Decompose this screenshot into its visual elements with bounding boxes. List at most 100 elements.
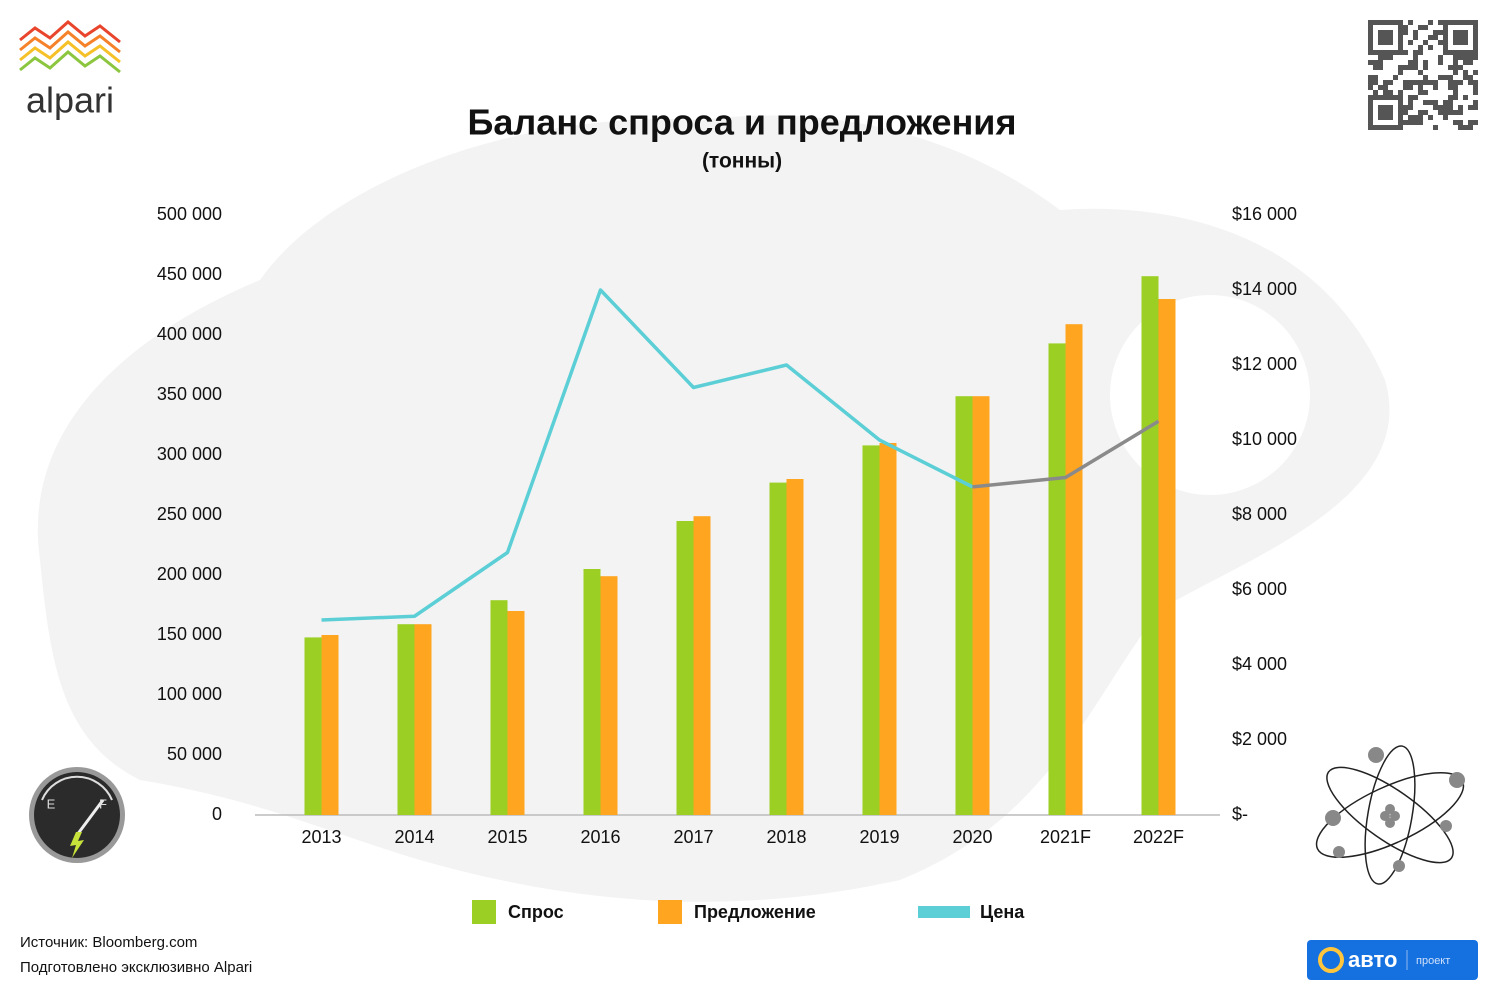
qr-cell bbox=[1453, 110, 1458, 115]
qr-cell bbox=[1413, 55, 1418, 60]
qr-cell bbox=[1453, 95, 1458, 100]
qr-cell bbox=[1423, 75, 1428, 80]
qr-cell bbox=[1453, 60, 1458, 65]
qr-cell bbox=[1448, 95, 1453, 100]
y-tick-label: 200 000 bbox=[157, 564, 222, 584]
gauge-empty: E bbox=[47, 796, 56, 811]
qr-finder bbox=[1378, 105, 1393, 120]
y-tick-label: 250 000 bbox=[157, 504, 222, 524]
bar bbox=[583, 569, 601, 815]
bar bbox=[1158, 299, 1176, 815]
qr-cell bbox=[1438, 110, 1443, 115]
qr-cell bbox=[1413, 35, 1418, 40]
bar bbox=[321, 635, 339, 815]
qr-cell bbox=[1403, 25, 1408, 30]
qr-cell bbox=[1418, 90, 1423, 95]
qr-cell bbox=[1428, 80, 1433, 85]
qr-cell bbox=[1428, 20, 1433, 25]
qr-cell bbox=[1448, 75, 1453, 80]
qr-cell bbox=[1383, 55, 1388, 60]
qr-cell bbox=[1383, 80, 1388, 85]
chart-subtitle: (тонны) bbox=[702, 150, 782, 173]
qr-cell bbox=[1433, 100, 1438, 105]
qr-cell bbox=[1398, 90, 1403, 95]
qr-cell bbox=[1438, 55, 1443, 60]
legend-swatch bbox=[658, 900, 682, 924]
x-tick-label: 2014 bbox=[394, 827, 434, 847]
qr-cell bbox=[1438, 30, 1443, 35]
qr-cell bbox=[1423, 80, 1428, 85]
y2-tick-label: $12 000 bbox=[1232, 354, 1297, 374]
qr-cell bbox=[1428, 115, 1433, 120]
price-line bbox=[321, 288, 974, 622]
qr-cell bbox=[1418, 120, 1423, 125]
y2-tick-label: $- bbox=[1232, 804, 1248, 824]
bar bbox=[879, 443, 897, 815]
qr-cell bbox=[1378, 85, 1383, 90]
qr-cell bbox=[1403, 85, 1408, 90]
qr-cell bbox=[1388, 55, 1393, 60]
bar bbox=[693, 516, 711, 815]
qr-cell bbox=[1413, 65, 1418, 70]
x-tick-label: 2015 bbox=[487, 827, 527, 847]
bar bbox=[1065, 324, 1083, 815]
qr-cell bbox=[1408, 60, 1413, 65]
qr-cell bbox=[1423, 60, 1428, 65]
bar bbox=[414, 624, 432, 815]
qr-cell bbox=[1408, 100, 1413, 105]
bar bbox=[972, 396, 990, 815]
qr-cell bbox=[1418, 115, 1423, 120]
qr-cell bbox=[1413, 120, 1418, 125]
qr-cell bbox=[1468, 55, 1473, 60]
qr-cell bbox=[1418, 80, 1423, 85]
qr-cell bbox=[1458, 120, 1463, 125]
qr-cell bbox=[1433, 30, 1438, 35]
bar bbox=[397, 624, 415, 815]
qr-cell bbox=[1438, 60, 1443, 65]
gauge-icon bbox=[29, 767, 125, 863]
qr-cell bbox=[1413, 50, 1418, 55]
qr-code bbox=[1368, 20, 1478, 130]
atom-icon bbox=[1315, 745, 1465, 885]
qr-cell bbox=[1463, 75, 1468, 80]
y2-tick-label: $2 000 bbox=[1232, 729, 1287, 749]
qr-cell bbox=[1458, 110, 1463, 115]
logo-text: alpari bbox=[26, 80, 114, 121]
bar bbox=[676, 521, 694, 815]
qr-cell bbox=[1433, 125, 1438, 130]
y-tick-label: 450 000 bbox=[157, 264, 222, 284]
qr-cell bbox=[1453, 85, 1458, 90]
qr-cell bbox=[1458, 105, 1463, 110]
qr-cell bbox=[1468, 60, 1473, 65]
bar bbox=[1141, 276, 1159, 815]
qr-cell bbox=[1398, 70, 1403, 75]
qr-cell bbox=[1373, 90, 1378, 95]
qr-cell bbox=[1423, 25, 1428, 30]
qr-cell bbox=[1443, 110, 1448, 115]
qr-cell bbox=[1453, 55, 1458, 60]
qr-cell bbox=[1473, 100, 1478, 105]
prepared-note: Подготовлено эксклюзивно Alpari bbox=[20, 959, 252, 976]
y-tick-label: 400 000 bbox=[157, 324, 222, 344]
qr-cell bbox=[1473, 80, 1478, 85]
qr-cell bbox=[1368, 75, 1373, 80]
qr-cell bbox=[1468, 105, 1473, 110]
qr-cell bbox=[1418, 85, 1423, 90]
qr-cell bbox=[1413, 30, 1418, 35]
qr-cell bbox=[1463, 55, 1468, 60]
badge bbox=[1307, 940, 1478, 980]
y2-tick-label: $8 000 bbox=[1232, 504, 1287, 524]
qr-cell bbox=[1403, 65, 1408, 70]
legend-label: Спрос bbox=[508, 902, 564, 922]
y-tick-label: 500 000 bbox=[157, 204, 222, 224]
qr-cell bbox=[1403, 80, 1408, 85]
y-tick-label: 300 000 bbox=[157, 444, 222, 464]
qr-cell bbox=[1468, 80, 1473, 85]
qr-cell bbox=[1448, 100, 1453, 105]
qr-cell bbox=[1428, 45, 1433, 50]
qr-cell bbox=[1393, 75, 1398, 80]
qr-cell bbox=[1373, 80, 1378, 85]
qr-cell bbox=[1388, 90, 1393, 95]
bar bbox=[786, 479, 804, 815]
qr-cell bbox=[1373, 75, 1378, 80]
